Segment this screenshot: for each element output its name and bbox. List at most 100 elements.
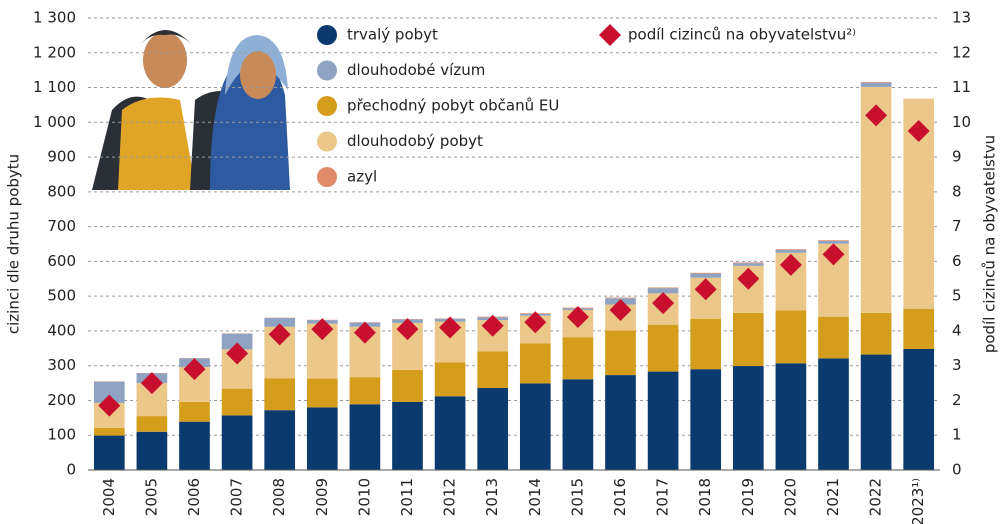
bar-segment	[776, 249, 807, 250]
y2-tick-label: 7	[952, 217, 962, 235]
bar-segment	[137, 432, 168, 470]
x-tick-label: 2006	[185, 478, 203, 516]
bar-segment	[222, 389, 253, 416]
y2-tick-label: 0	[952, 461, 962, 479]
bar-segment	[648, 325, 679, 372]
y-tick-label: 0	[66, 461, 76, 479]
legend-label: podíl cizinců na obyvatelstvu²⁾	[628, 26, 856, 44]
bar-segment	[264, 410, 295, 470]
x-tick-label: 2007	[228, 478, 246, 516]
bar-segment	[350, 377, 381, 404]
bar-segment	[690, 273, 721, 274]
bar-segment	[733, 263, 764, 266]
bar-segment	[605, 331, 636, 376]
y-tick-label: 800	[47, 182, 76, 200]
bar-segment	[435, 396, 466, 470]
bar-segment	[903, 309, 934, 349]
x-tick-label: 2019	[739, 478, 757, 516]
bar-segment	[307, 379, 338, 408]
y2-tick-label: 4	[952, 321, 962, 339]
bar-segment	[818, 241, 849, 244]
bar-segment	[563, 337, 594, 379]
y-tick-label: 900	[47, 148, 76, 166]
x-tick-label: 2009	[313, 478, 331, 516]
x-tick-label: 2022	[867, 478, 885, 516]
y-tick-label: 1 300	[33, 9, 76, 27]
y2-tick-label: 1	[952, 426, 962, 444]
bar-segment	[648, 372, 679, 470]
legend-label: dlouhodobý pobyt	[347, 132, 483, 150]
legend-label: dlouhodobé vízum	[347, 61, 485, 79]
x-tick-label: 2005	[142, 478, 160, 516]
y2-tick-label: 8	[952, 182, 962, 200]
bar-segment	[520, 383, 551, 470]
y-tick-label: 100	[47, 426, 76, 444]
bar-segment	[222, 415, 253, 470]
bar-segment	[264, 378, 295, 410]
legend-swatch	[317, 167, 337, 187]
bar-segment	[605, 298, 636, 299]
y-tick-label: 1 200	[33, 43, 76, 61]
bar-segment	[137, 416, 168, 432]
y2-tick-label: 11	[952, 78, 971, 96]
bar-segment	[818, 240, 849, 241]
y2-tick-label: 5	[952, 287, 962, 305]
bar-segment	[776, 250, 807, 253]
y2-axis-label: podíl cizinců na obyvatelstvu	[981, 135, 999, 353]
bar-segment	[776, 363, 807, 470]
y-tick-label: 500	[47, 287, 76, 305]
bar-segment	[477, 351, 508, 388]
bar-segment	[179, 402, 210, 422]
chart: cizinci dle druhu pobytu podíl cizinců n…	[0, 0, 1000, 524]
y-tick-label: 200	[47, 391, 76, 409]
bar-segment	[690, 369, 721, 470]
y-tick-label: 400	[47, 321, 76, 339]
y2-tick-label: 10	[952, 113, 971, 131]
bar-segment	[690, 274, 721, 278]
y2-tick-label: 13	[952, 9, 971, 27]
x-tick-label: 2004	[100, 478, 118, 516]
y-tick-label: 300	[47, 356, 76, 374]
bar-segment	[818, 317, 849, 359]
legend-swatch	[599, 24, 621, 46]
legend-swatch	[317, 132, 337, 152]
legend-swatch	[317, 61, 337, 81]
bar-segment	[392, 402, 423, 470]
bar-segment	[477, 388, 508, 470]
y2-tick-label: 6	[952, 252, 962, 270]
x-tick-label: 2010	[355, 478, 373, 516]
x-tick-label: 2017	[654, 478, 672, 516]
bar-segment	[520, 343, 551, 383]
x-tick-label: 2018	[696, 478, 714, 516]
bar-segment	[733, 262, 764, 263]
x-tick-label: 2016	[611, 478, 629, 516]
y2-tick-label: 2	[952, 391, 962, 409]
legend-label: přechodný pobyt občanů EU	[347, 97, 559, 115]
bar-segment	[733, 313, 764, 366]
x-tick-label: 2013	[483, 478, 501, 516]
bar-segment	[818, 358, 849, 470]
x-tick-label: 2023¹⁾	[909, 478, 927, 524]
x-tick-label: 2012	[441, 478, 459, 516]
bar-segment	[733, 366, 764, 470]
bar-segment	[690, 319, 721, 369]
bar-segment	[861, 313, 892, 355]
bar-segment	[648, 287, 679, 288]
bar-segment	[776, 310, 807, 363]
bar-segment	[94, 436, 125, 470]
x-tick-label: 2015	[568, 478, 586, 516]
x-tick-label: 2014	[526, 478, 544, 516]
y2-tick-label: 9	[952, 148, 962, 166]
bar-segment	[307, 407, 338, 470]
x-tick-label: 2020	[781, 478, 799, 516]
y-tick-label: 600	[47, 252, 76, 270]
bar-segment	[392, 370, 423, 402]
bar-segment	[861, 355, 892, 470]
y-axis-label: cizinci dle druhu pobytu	[5, 154, 23, 334]
x-tick-label: 2011	[398, 478, 416, 516]
bar-segment	[903, 349, 934, 470]
y-tick-label: 700	[47, 217, 76, 235]
bar-segment	[350, 404, 381, 470]
y2-tick-label: 12	[952, 43, 971, 61]
legend-label: azyl	[347, 168, 377, 186]
